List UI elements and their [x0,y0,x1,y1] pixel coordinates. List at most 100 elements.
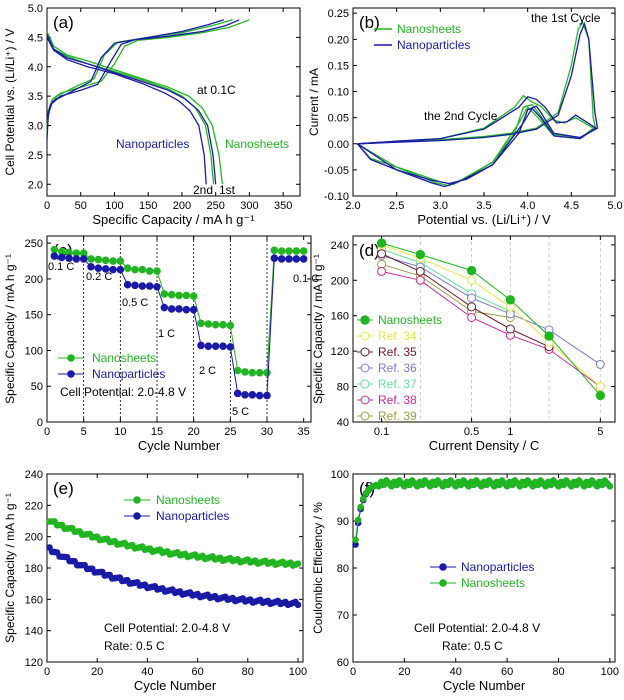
x-tick-label: 100 [105,200,123,212]
data-point [211,320,220,329]
data-point [263,391,271,400]
series-line [381,255,601,365]
legend-label: Nanosheets [92,351,156,365]
x-tick-label: 4.5 [564,200,579,212]
data-point [270,254,279,262]
panel-label: (b) [359,13,380,32]
legend-marker [360,331,370,341]
y-axis-label: Specific Capacity / mA h g⁻¹ [3,493,17,643]
x-tick-label: 0.1 [374,426,389,438]
annotation-rate: Rate: 0.5 C [442,639,503,653]
x-tick-label: 300 [240,200,258,212]
data-point [219,342,227,350]
legend-label: Nanoparticles [397,38,470,52]
x-tick-label: 0 [44,200,50,212]
y-tick-label: 100 [25,345,43,357]
axes-d: 0.1 0.5 1 5 40 80 120 160 200 240 Current Density … [311,235,616,453]
y-tick-label: 0.25 [328,8,349,20]
data-point [79,255,88,263]
data-point [153,282,161,291]
y-tick-label: 200 [331,275,349,287]
y-tick-label: 240 [25,469,43,481]
data-point [248,368,257,377]
data-point [415,266,425,276]
y-tick-label: 3.0 [28,121,43,133]
data-point [123,264,132,272]
curve-nanoparticles-1st-discharge [46,34,217,185]
data-point [466,265,477,276]
x-tick-label: 25 [224,426,236,438]
legend-label: Nanoparticles [156,509,229,523]
y-tick-label: 180 [25,563,43,575]
x-tick-label: 5 [597,426,603,438]
series-line [381,270,601,388]
data-point [145,282,154,290]
annotation-nanosheets: Nanosheets [225,137,289,151]
series-f-nanosheets [352,477,614,544]
x-tick-label: 0 [44,426,50,438]
data-point [50,252,59,260]
data-point [57,253,66,262]
data-point [595,390,606,401]
annotation-cell-potential: Cell Potential: 2.0-4.8 V [60,385,186,399]
data-point [354,516,362,524]
x-tick-label: 1 [507,426,513,438]
x-tick-label: 0.5 [464,426,479,438]
x-tick-label: 5.0 [607,200,622,212]
y-tick-label: 150 [25,310,43,322]
series-b [356,21,599,188]
y-axis-label: Cell Potential vs. (Li/Li⁺) / V [3,28,17,175]
y-tick-label: 40 [337,417,349,429]
data-point [415,275,425,285]
x-tick-label: 0 [44,666,50,678]
data-point [233,366,242,375]
x-tick-label: 20 [188,426,200,438]
data-point [131,265,139,274]
data-point [233,389,242,398]
x-tick-label: 100 [601,666,619,678]
x-tick-label: 150 [139,200,157,212]
data-point [292,255,301,263]
series-e-nanoparticles [46,544,302,609]
x-axis-label: Cycle Number [443,678,526,693]
data-point [248,391,257,399]
data-point [123,280,132,289]
y-tick-label: 140 [25,626,43,638]
y-tick-label: 0.15 [328,60,349,72]
rate-label: 0.1 C [48,261,74,273]
data-point [270,246,279,255]
data-point [255,368,264,377]
series-line [381,263,511,318]
y-tick-label: 100 [331,469,349,481]
legend-label: Ref. 39 [378,409,417,423]
x-tick-label: 35 [298,426,310,438]
legend-marker [360,395,370,405]
data-point [109,257,117,265]
series-c-nanoparticles [50,252,308,400]
y-tick-label: 3.5 [28,91,43,103]
x-tick-label: 0 [350,666,356,678]
data-point [175,291,183,300]
data-point [606,482,614,490]
legend-label: Ref. 38 [378,393,417,407]
y-tick-label: 80 [337,382,349,394]
series-line [381,244,601,387]
data-point [153,267,161,275]
series-a [46,19,250,185]
x-tick-label: 3.5 [476,200,491,212]
x-axis-label: Current Density / C [429,438,540,453]
data-point [131,281,139,290]
x-tick-label: 15 [151,426,163,438]
x-tick-label: 3.0 [433,200,448,212]
legend-label: Nanoparticles [461,560,534,574]
y-axis-label: Specific Capacity / mA h g⁻¹ [311,254,325,404]
x-tick-label: 40 [141,666,153,678]
data-point [595,359,605,369]
data-point [219,320,227,329]
annotation-2nd-cycle: the 2nd Cycle [424,109,498,123]
y-tick-label: 200 [25,274,43,286]
y-axis-label: Coulombic Efficiency / % [311,502,325,634]
y-tick-label: 120 [25,657,43,669]
y-tick-label: 50 [31,381,43,393]
